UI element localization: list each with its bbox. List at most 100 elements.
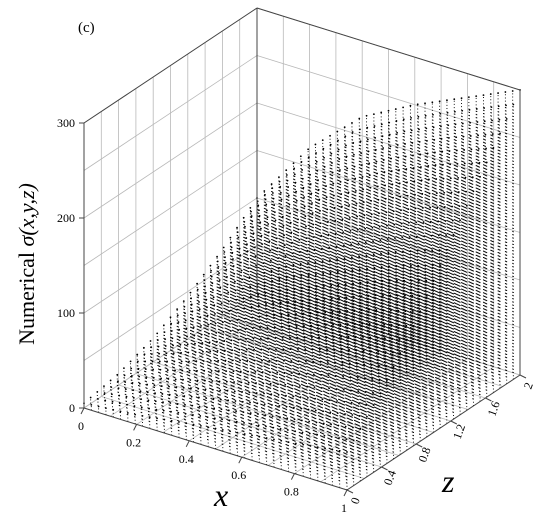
data-point xyxy=(335,388,338,390)
data-point xyxy=(219,286,222,289)
data-point xyxy=(419,310,422,313)
data-point xyxy=(332,335,335,338)
data-point xyxy=(351,269,354,272)
data-point xyxy=(226,275,228,278)
data-point xyxy=(301,177,304,180)
data-point xyxy=(162,401,164,404)
data-point xyxy=(387,251,390,254)
data-point xyxy=(350,401,353,404)
data-point xyxy=(271,187,274,190)
data-point xyxy=(355,202,358,205)
box-edge xyxy=(83,7,258,124)
data-point xyxy=(104,399,107,402)
data-point xyxy=(170,322,173,325)
data-point xyxy=(410,279,413,282)
data-point xyxy=(261,243,264,246)
data-point xyxy=(348,348,350,351)
data-point xyxy=(386,379,388,382)
data-point xyxy=(251,434,253,437)
data-point xyxy=(269,249,272,252)
data-point xyxy=(208,332,210,335)
data-point xyxy=(142,346,145,349)
data-point xyxy=(373,266,376,269)
data-point xyxy=(317,324,320,327)
data-point xyxy=(159,368,162,371)
data-point xyxy=(475,95,478,98)
data-point xyxy=(449,177,452,180)
data-point xyxy=(411,294,414,297)
data-points xyxy=(83,89,521,490)
z-tick-mark xyxy=(381,466,388,471)
data-point xyxy=(438,249,441,251)
data-point xyxy=(203,279,206,282)
data-point xyxy=(217,359,220,362)
data-point xyxy=(178,421,180,423)
data-point xyxy=(249,401,251,404)
data-point xyxy=(422,221,425,223)
data-point xyxy=(331,310,334,313)
x-tick-mark xyxy=(185,440,190,448)
data-point xyxy=(124,388,127,391)
data-point xyxy=(277,257,280,260)
data-point xyxy=(456,163,459,165)
data-point xyxy=(443,191,446,194)
data-point xyxy=(388,133,391,136)
data-point xyxy=(408,221,410,224)
data-point xyxy=(184,319,187,322)
data-point xyxy=(343,400,346,403)
data-point xyxy=(318,198,321,201)
data-point xyxy=(233,390,236,393)
data-point xyxy=(171,337,174,340)
data-point xyxy=(301,287,303,290)
data-point xyxy=(375,309,378,311)
data-point xyxy=(290,231,293,234)
data-point xyxy=(382,309,385,312)
data-point xyxy=(253,348,256,351)
data-point xyxy=(378,225,381,228)
data-point xyxy=(264,414,267,417)
data-point xyxy=(242,411,245,414)
data-point xyxy=(239,254,242,257)
data-point xyxy=(248,391,251,394)
data-point xyxy=(214,313,216,315)
data-point xyxy=(444,220,447,222)
data-point xyxy=(300,419,303,422)
data-point xyxy=(307,148,310,151)
data-point xyxy=(308,432,311,435)
data-point xyxy=(389,294,392,297)
data-point xyxy=(97,398,99,400)
data-point xyxy=(347,335,350,338)
data-point xyxy=(341,205,343,208)
data-point xyxy=(354,335,357,338)
data-point xyxy=(161,393,164,395)
data-point xyxy=(255,382,257,384)
data-point xyxy=(298,238,301,241)
x-tick-label: 0.6 xyxy=(231,468,246,482)
data-point xyxy=(188,369,191,372)
data-point xyxy=(455,136,458,139)
data-point xyxy=(330,152,333,155)
data-point xyxy=(387,109,390,112)
data-point xyxy=(354,189,357,192)
grid-line xyxy=(204,327,469,410)
data-point xyxy=(118,394,121,397)
data-point xyxy=(374,148,377,151)
data-point xyxy=(272,426,275,429)
data-point xyxy=(423,235,426,238)
data-point xyxy=(197,294,200,297)
data-point xyxy=(368,323,371,325)
data-point xyxy=(89,396,92,399)
data-point xyxy=(129,360,132,363)
data-point xyxy=(454,123,457,126)
data-point xyxy=(423,249,426,252)
data-point xyxy=(418,294,421,297)
data-point xyxy=(316,298,319,301)
data-point xyxy=(273,314,275,317)
data-point xyxy=(228,419,231,422)
data-point xyxy=(306,396,309,399)
data-point xyxy=(383,323,386,326)
data-point xyxy=(366,415,368,418)
data-point xyxy=(154,400,157,403)
data-point xyxy=(202,273,205,276)
data-point xyxy=(421,192,424,195)
